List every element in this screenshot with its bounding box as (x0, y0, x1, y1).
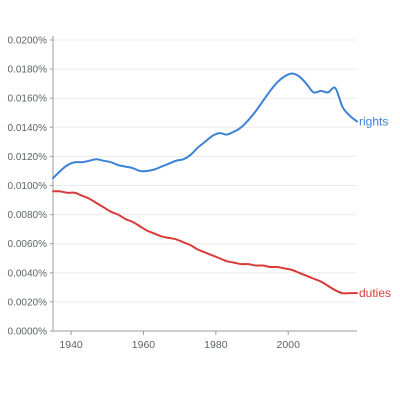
y-tick-label: 0.0180% (8, 65, 48, 76)
y-tick-label: 0.0160% (8, 94, 48, 105)
y-tick-label: 0.0200% (8, 36, 48, 47)
x-tick-label: 1960 (132, 339, 156, 351)
axes (50, 36, 357, 335)
tick-labels: 0.0000% 0.0020% 0.0040% 0.0060% 0.0080% 0.010… (8, 36, 392, 352)
y-tick-label: 0.0060% (8, 239, 48, 250)
y-tick-label: 0.0020% (8, 297, 48, 308)
x-tick-label: 1980 (204, 339, 228, 351)
series-label-duties: duties (359, 286, 391, 300)
series-label-rights: rights (359, 114, 388, 128)
y-tick-label: 0.0140% (8, 123, 48, 134)
series-lines (52, 72, 358, 295)
y-tick-label: 0.0000% (8, 327, 48, 338)
series-line-duties[interactable] (52, 190, 358, 295)
y-tick-label: 0.0100% (8, 181, 48, 192)
series-line-rights[interactable] (52, 72, 358, 180)
y-tick-label: 0.0080% (8, 210, 48, 221)
x-tick-label: 2000 (277, 339, 301, 351)
y-tick-label: 0.0120% (8, 152, 48, 163)
gridlines (53, 39, 357, 303)
y-tick-label: 0.0040% (8, 268, 48, 279)
x-tick-label: 1940 (59, 339, 83, 351)
